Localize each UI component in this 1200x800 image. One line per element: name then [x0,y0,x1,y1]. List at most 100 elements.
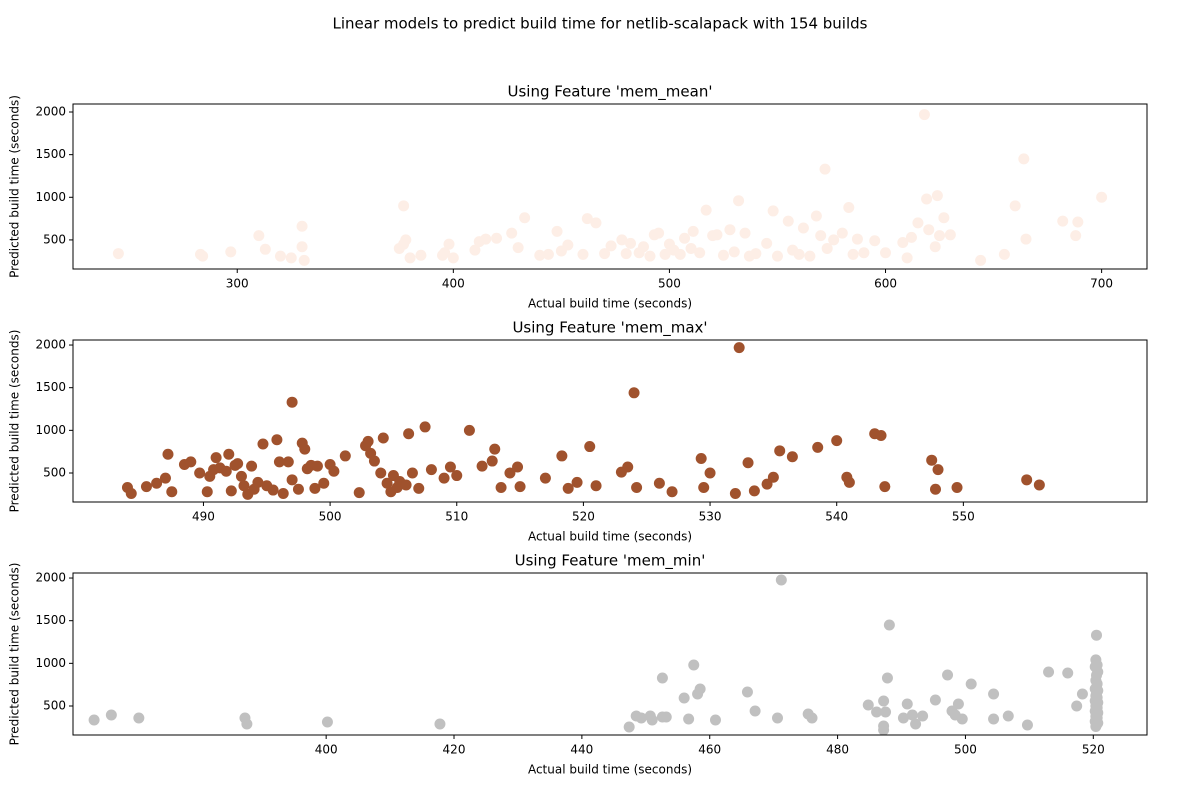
point [767,205,779,217]
point [878,695,890,707]
x-tick-label: 500 [658,277,681,291]
y-tick-label: 1500 [35,613,66,627]
point [590,217,602,229]
point [1076,688,1088,700]
point [403,428,415,440]
point [140,481,152,493]
y-tick-label: 2000 [35,571,66,585]
point [88,714,100,726]
point [1096,191,1108,203]
point [646,714,658,726]
x-tick-label: 600 [874,277,897,291]
x-tick-label: 500 [954,743,977,757]
y-tick-label: 1500 [35,380,66,394]
y-tick-label: 1500 [35,147,66,161]
point [724,224,736,236]
x-tick-label: 530 [699,510,722,524]
point [447,252,459,264]
point [542,248,554,260]
point [774,445,786,457]
point [660,711,672,723]
point [133,712,145,724]
point [683,713,695,725]
point [404,252,416,264]
point [259,243,271,255]
point [1021,474,1033,486]
point [819,163,831,175]
point [220,465,232,477]
point [988,688,1000,700]
point [506,227,518,239]
point [880,706,892,718]
x-tick-label: 420 [443,743,466,757]
point [952,698,964,710]
point [871,706,883,718]
point [883,619,895,631]
point [292,483,304,495]
x-tick-label: 700 [1090,277,1113,291]
point [235,470,247,482]
point [901,698,913,710]
x-tick-label: 440 [570,743,593,757]
point [562,239,574,251]
point [419,421,431,433]
point [273,456,285,468]
point [282,456,294,468]
point [425,464,437,476]
point [998,248,1010,260]
point [1070,230,1082,242]
y-axis-label: Predicted build time (seconds) [8,95,22,278]
point [476,460,488,472]
x-tick-label: 500 [319,510,342,524]
point [438,472,450,484]
point [923,224,935,236]
point [934,230,946,242]
point [897,236,909,248]
point [534,249,546,261]
point [285,252,297,264]
point [584,441,596,453]
point [694,247,706,259]
x-tick-label: 490 [192,510,215,524]
point [944,229,956,241]
x-tick-label: 520 [572,510,595,524]
point [767,471,779,483]
point [793,248,805,260]
point [400,479,412,491]
point [679,232,691,244]
point [514,481,526,493]
x-axis-label: Actual build time (seconds) [528,530,692,544]
point [590,480,602,492]
point [413,482,425,494]
x-tick-label: 550 [952,510,975,524]
point [551,225,563,237]
point [931,190,943,202]
point [869,235,881,247]
point [748,485,760,497]
point [761,237,773,249]
point [875,429,887,441]
subplot-title: Using Feature 'mem_min' [515,552,706,571]
point [1009,200,1021,212]
point [512,461,524,473]
point [1002,710,1014,722]
point [815,230,827,242]
x-axis-label: Actual build time (seconds) [528,297,692,311]
point [480,233,492,245]
point [821,242,833,254]
point [631,481,643,493]
point [988,713,1000,725]
point [771,712,783,724]
point [368,455,380,467]
point [881,672,893,684]
point [328,465,340,477]
point [1072,216,1084,228]
point [704,467,716,479]
point [921,193,933,205]
point [296,241,308,253]
figure-title: Linear models to predict build time for … [333,15,868,33]
point [253,230,265,242]
point [159,472,171,484]
point [185,456,197,468]
